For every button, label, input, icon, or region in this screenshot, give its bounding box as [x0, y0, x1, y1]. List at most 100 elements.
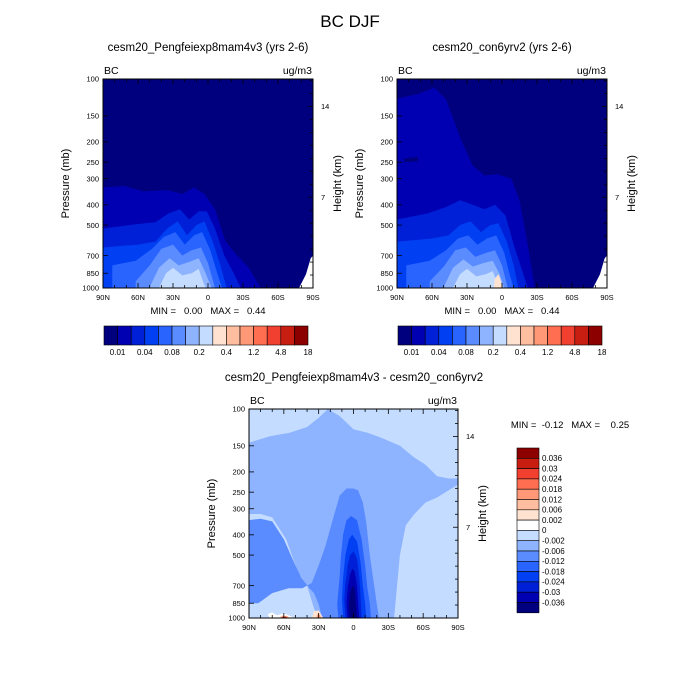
contour-band [453, 268, 500, 288]
colorbar-label: 0.002 [542, 516, 563, 525]
colorbar-swatch [588, 325, 603, 346]
colorbar-swatch [465, 325, 480, 346]
y-tick-label: 200 [232, 468, 245, 477]
colorbar-label: 0.2 [488, 348, 500, 357]
colorbar-label: 0.4 [515, 348, 527, 357]
colorbar: 0.01 0.04 0.08 0.2 0.4 1.2 4.8 18 [103, 325, 313, 357]
contour-field [249, 409, 458, 618]
height-axis-title: Height (km) [332, 155, 344, 212]
y-tick-label: 200 [86, 138, 99, 147]
colorbar-swatch [144, 325, 159, 346]
colorbar-label: -0.024 [542, 578, 565, 587]
colorbar-label: 1.2 [248, 348, 260, 357]
colorbar-label: -0.012 [542, 557, 565, 566]
colorbar-swatch [516, 591, 540, 603]
y-axis-title: Pressure (mb) [206, 479, 218, 549]
y-tick-label: 200 [380, 138, 393, 147]
panel-title: cesm20_con6yrv2 (yrs 2-6) [432, 42, 571, 54]
colorbar-label: 0 [542, 526, 547, 535]
colorbar-swatch [506, 325, 521, 346]
colorbar-swatch [397, 325, 412, 346]
colorbar-swatch [533, 325, 548, 346]
colorbar-swatch [411, 325, 426, 346]
colorbar-swatch [520, 325, 535, 346]
colorbar-swatch [516, 509, 540, 521]
colorbar-label: 18 [598, 348, 607, 357]
x-tick-label: 90S [451, 623, 464, 632]
y-tick-label: 700 [86, 251, 99, 260]
colorbar-swatch [212, 325, 227, 346]
contour-band [348, 585, 357, 618]
corner-label-left: BC [250, 395, 265, 407]
colorbar-label: 0.006 [542, 506, 563, 515]
x-tick-label: 90S [306, 293, 319, 302]
height-tick-label: 14 [321, 102, 329, 111]
y-tick-label: 300 [232, 504, 245, 513]
contour-band [299, 255, 313, 288]
colorbar-swatch [158, 325, 173, 346]
x-tick-label: 90S [600, 293, 613, 302]
panel-2: cesm20_con6yrv2 (yrs 2-6) BC ug/m3 90N 60N 30… [354, 42, 638, 357]
contour-field [397, 79, 607, 288]
colorbar-swatch [424, 325, 440, 346]
colorbar-swatch [516, 519, 540, 531]
y-tick-label: 300 [86, 174, 99, 183]
colorbar-label: -0.036 [542, 598, 565, 607]
panel-title: cesm20_Pengfeiexp8mam4v3 - cesm20_con6yr… [225, 372, 483, 384]
y-tick-label: 850 [232, 599, 245, 608]
y-tick-label: 700 [232, 581, 245, 590]
colorbar-swatch [574, 325, 589, 346]
x-tick-label: 0 [206, 293, 210, 302]
x-tick-label: 0 [500, 293, 504, 302]
colorbar-label: 0.03 [542, 464, 558, 473]
y-tick-label: 250 [232, 488, 245, 497]
colorbar-label: 0.4 [221, 348, 233, 357]
contour-band [404, 156, 418, 163]
x-tick-label: 30N [312, 623, 326, 632]
y-tick-label: 400 [232, 531, 245, 540]
height-tick-label: 7 [321, 193, 325, 202]
colorbar-swatch [547, 325, 562, 346]
colorbar-swatch [226, 325, 241, 346]
colorbar-swatch [103, 325, 118, 346]
figure-title: BC DJF [320, 12, 380, 31]
y-tick-label: 300 [380, 174, 393, 183]
colorbar-swatch [452, 325, 467, 346]
colorbar-label: -0.03 [542, 588, 561, 597]
colorbar-swatch [280, 325, 295, 346]
colorbar-swatch [516, 602, 540, 614]
colorbar-label: 0.04 [431, 348, 447, 357]
x-tick-label: 60N [131, 293, 145, 302]
y-tick-label: 100 [86, 75, 99, 84]
colorbar-swatch [516, 447, 540, 459]
colorbar-label: -0.002 [542, 537, 565, 546]
corner-label-right: ug/m3 [428, 395, 457, 407]
x-tick-label: 60N [425, 293, 439, 302]
colorbar-label: -0.018 [542, 567, 565, 576]
colorbar-swatch [560, 325, 576, 346]
colorbar-swatch [516, 550, 540, 562]
colorbar-swatch [253, 325, 268, 346]
y-tick-label: 150 [232, 442, 245, 451]
contour-band [311, 610, 324, 618]
height-tick-label: 14 [466, 432, 474, 441]
colorbar-label: 1.2 [542, 348, 554, 357]
colorbar-swatch [117, 325, 132, 346]
corner-label-right: ug/m3 [577, 65, 606, 77]
colorbar-swatch [516, 560, 540, 572]
corner-label-right: ug/m3 [283, 65, 312, 77]
colorbar-label: 0.01 [404, 348, 420, 357]
colorbar-swatch [198, 325, 214, 346]
x-tick-label: 60N [277, 623, 291, 632]
colorbar-swatch [479, 325, 494, 346]
colorbar-label: 0.01 [110, 348, 126, 357]
min-max-stats: MIN = 0.00 MAX = 0.44 [150, 306, 265, 317]
colorbar-swatch [438, 325, 453, 346]
min-max-stats: MIN = -0.12 MAX = 0.25 [511, 420, 629, 431]
x-tick-label: 30S [382, 623, 395, 632]
colorbar-label: 4.8 [275, 348, 287, 357]
y-tick-label: 150 [86, 112, 99, 121]
y-tick-label: 1000 [228, 614, 245, 623]
